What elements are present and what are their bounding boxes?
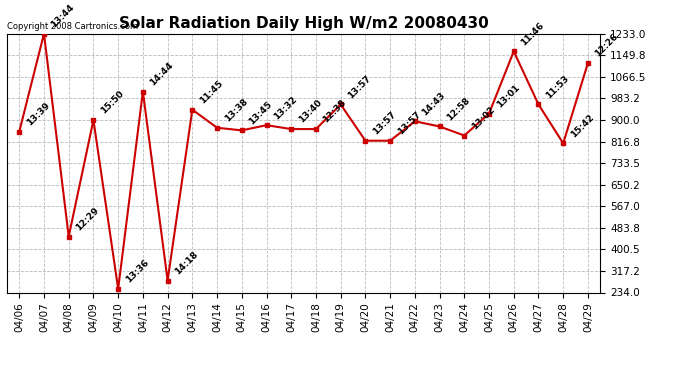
Text: 11:45: 11:45 xyxy=(198,79,224,105)
Text: 13:57: 13:57 xyxy=(371,110,397,136)
Text: 13:45: 13:45 xyxy=(247,99,274,126)
Text: 11:46: 11:46 xyxy=(520,21,546,47)
Text: 12:58: 12:58 xyxy=(445,96,472,122)
Text: 11:53: 11:53 xyxy=(544,74,571,100)
Text: 13:38: 13:38 xyxy=(223,97,249,124)
Text: Copyright 2008 Cartronics.com: Copyright 2008 Cartronics.com xyxy=(7,22,138,31)
Text: 13:40: 13:40 xyxy=(297,98,324,125)
Text: 13:01: 13:01 xyxy=(495,83,521,110)
Text: 13:32: 13:32 xyxy=(272,94,299,121)
Text: 14:43: 14:43 xyxy=(420,90,447,117)
Text: 14:44: 14:44 xyxy=(148,60,175,87)
Text: 13:36: 13:36 xyxy=(124,258,150,285)
Text: 12:29: 12:29 xyxy=(75,206,101,232)
Text: 15:50: 15:50 xyxy=(99,89,126,116)
Title: Solar Radiation Daily High W/m2 20080430: Solar Radiation Daily High W/m2 20080430 xyxy=(119,16,489,31)
Text: 14:18: 14:18 xyxy=(173,250,200,276)
Text: 13:39: 13:39 xyxy=(25,101,52,128)
Text: 13:44: 13:44 xyxy=(50,3,77,30)
Text: 12:26: 12:26 xyxy=(593,32,620,59)
Text: 12:38: 12:38 xyxy=(322,98,348,125)
Text: 13:57: 13:57 xyxy=(346,74,373,100)
Text: 13:57: 13:57 xyxy=(395,110,422,136)
Text: 15:42: 15:42 xyxy=(569,112,595,139)
Text: 13:02: 13:02 xyxy=(470,105,496,131)
